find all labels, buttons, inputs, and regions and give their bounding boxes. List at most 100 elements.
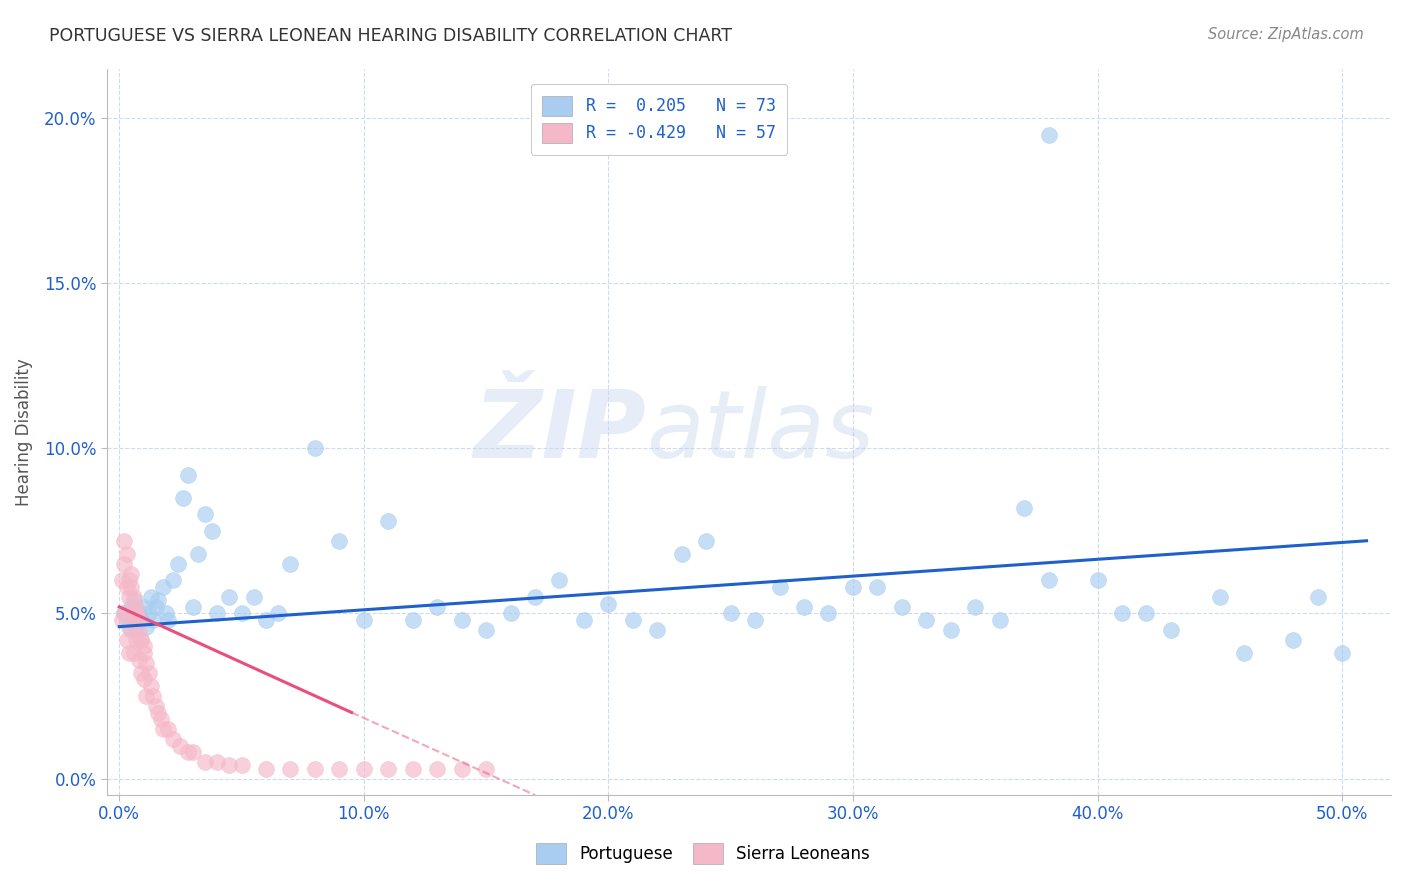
Point — [280, 762, 302, 776]
Text: Source: ZipAtlas.com: Source: ZipAtlas.com — [1208, 27, 1364, 42]
Point — [139, 590, 162, 604]
Point — [128, 623, 150, 637]
Legend: Portuguese, Sierra Leoneans: Portuguese, Sierra Leoneans — [529, 837, 877, 871]
Point — [128, 607, 150, 621]
Point — [122, 590, 145, 604]
Point — [138, 607, 160, 621]
Point — [118, 590, 141, 604]
Point — [152, 722, 174, 736]
Point — [671, 547, 693, 561]
Point — [172, 491, 194, 505]
Point — [744, 613, 766, 627]
Point — [125, 599, 148, 614]
Point — [254, 613, 277, 627]
Point — [304, 762, 326, 776]
Point — [129, 632, 152, 647]
Point — [111, 613, 134, 627]
Point — [135, 620, 157, 634]
Point — [181, 599, 204, 614]
Point — [475, 762, 498, 776]
Point — [280, 557, 302, 571]
Point — [1038, 128, 1060, 142]
Point — [267, 607, 290, 621]
Point — [125, 632, 148, 647]
Point — [129, 632, 152, 647]
Point — [138, 665, 160, 680]
Point — [842, 580, 865, 594]
Point — [965, 599, 987, 614]
Point — [111, 574, 134, 588]
Point — [1331, 646, 1354, 660]
Point — [939, 623, 962, 637]
Point — [118, 646, 141, 660]
Point — [129, 613, 152, 627]
Point — [142, 613, 165, 627]
Point — [112, 607, 135, 621]
Point — [242, 590, 264, 604]
Point — [915, 613, 938, 627]
Point — [121, 623, 143, 637]
Point — [135, 656, 157, 670]
Point — [426, 599, 449, 614]
Point — [194, 508, 217, 522]
Point — [157, 722, 180, 736]
Point — [169, 739, 191, 753]
Point — [152, 580, 174, 594]
Point — [988, 613, 1011, 627]
Point — [1111, 607, 1133, 621]
Point — [572, 613, 595, 627]
Point — [353, 762, 375, 776]
Point — [177, 745, 200, 759]
Point — [621, 613, 644, 627]
Point — [817, 607, 839, 621]
Point — [499, 607, 522, 621]
Point — [162, 731, 184, 746]
Point — [129, 665, 152, 680]
Point — [402, 613, 425, 627]
Point — [128, 653, 150, 667]
Point — [142, 689, 165, 703]
Point — [115, 580, 138, 594]
Point — [450, 613, 472, 627]
Point — [1012, 500, 1035, 515]
Point — [118, 574, 141, 588]
Point — [194, 755, 217, 769]
Point — [115, 613, 138, 627]
Point — [112, 607, 135, 621]
Text: ŽIP: ŽIP — [474, 386, 647, 478]
Point — [768, 580, 790, 594]
Point — [450, 762, 472, 776]
Point — [645, 623, 668, 637]
Point — [125, 607, 148, 621]
Point — [377, 762, 399, 776]
Point — [793, 599, 815, 614]
Point — [155, 607, 177, 621]
Point — [598, 597, 620, 611]
Point — [201, 524, 224, 538]
Point — [177, 467, 200, 482]
Point — [402, 762, 425, 776]
Y-axis label: Hearing Disability: Hearing Disability — [15, 358, 32, 506]
Point — [1209, 590, 1232, 604]
Legend: R =  0.205   N = 73, R = -0.429   N = 57: R = 0.205 N = 73, R = -0.429 N = 57 — [531, 84, 787, 155]
Point — [866, 580, 889, 594]
Point — [148, 593, 170, 607]
Point — [139, 679, 162, 693]
Text: atlas: atlas — [647, 386, 875, 477]
Point — [328, 533, 350, 548]
Point — [1282, 632, 1305, 647]
Point — [1306, 590, 1329, 604]
Point — [304, 442, 326, 456]
Point — [377, 514, 399, 528]
Point — [121, 566, 143, 581]
Point — [1160, 623, 1182, 637]
Point — [115, 547, 138, 561]
Point — [353, 613, 375, 627]
Point — [205, 755, 228, 769]
Point — [475, 623, 498, 637]
Point — [231, 758, 253, 772]
Point — [167, 557, 190, 571]
Point — [162, 574, 184, 588]
Point — [157, 613, 180, 627]
Point — [149, 712, 172, 726]
